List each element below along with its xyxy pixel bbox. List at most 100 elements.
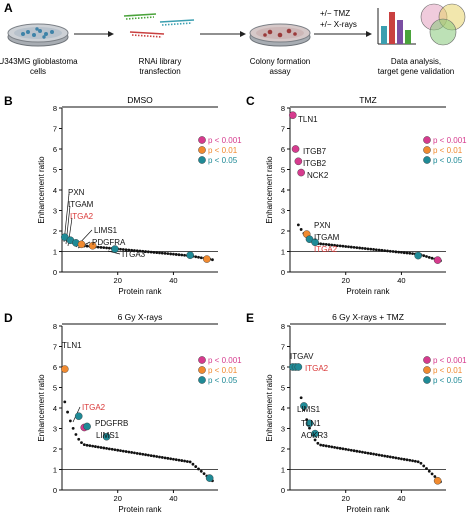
data-point (413, 459, 417, 463)
y-tick-label: 1 (281, 247, 285, 256)
data-point (394, 456, 398, 460)
data-point (180, 253, 184, 257)
data-point (141, 452, 145, 456)
y-tick-label: 0 (53, 268, 57, 277)
panel-e-xrays-tmz: E 6 Gy X-rays + TMZ 0 1 2 3 4 5 6 7 8 20 40 Protein r… (246, 311, 467, 514)
data-point (199, 469, 203, 473)
legend-label: p < 0.01 (433, 146, 463, 155)
significant-point (300, 402, 308, 410)
legend-marker (423, 156, 431, 164)
data-point (338, 244, 342, 248)
data-point (146, 453, 150, 457)
data-point (425, 467, 428, 470)
data-point (82, 443, 86, 446)
data-point (374, 248, 378, 252)
data-point (194, 255, 198, 259)
arrow-2-head-icon (240, 31, 246, 37)
data-point (169, 252, 173, 256)
legend-marker (423, 146, 431, 154)
step-label-analysis: Data analysis, (391, 57, 441, 66)
data-point (149, 250, 153, 254)
y-tick-label: 2 (281, 227, 285, 236)
data-point (71, 426, 75, 430)
data-point (174, 458, 178, 462)
y-tick-label: 7 (53, 342, 57, 351)
data-point (397, 250, 401, 254)
y-tick-label: 1 (53, 247, 57, 256)
data-point (391, 250, 395, 253)
data-point (77, 437, 81, 441)
step-label-cells-2: cells (30, 67, 46, 76)
data-point (377, 453, 381, 457)
step-label-colony-2: assay (270, 67, 291, 76)
gene-label: ITGAM (68, 200, 94, 209)
gene-label: NCK2 (307, 171, 329, 180)
x-tick-label: 40 (169, 494, 177, 503)
legend-marker (423, 376, 431, 384)
data-point (386, 455, 389, 458)
x-tick-label: 40 (397, 494, 405, 503)
data-point (96, 245, 100, 249)
y-tick-label: 8 (53, 322, 57, 331)
data-point (400, 457, 403, 461)
data-point (172, 252, 175, 256)
data-point (347, 448, 350, 452)
y-tick-label: 7 (281, 124, 285, 133)
data-point (155, 251, 159, 255)
data-point (299, 396, 303, 400)
gene-label: ITGAV (290, 352, 314, 361)
step-label-rnai-2: transfection (139, 67, 180, 76)
data-point (124, 248, 128, 252)
data-point (85, 244, 89, 248)
y-tick-label: 7 (53, 124, 57, 133)
significant-point (77, 240, 86, 249)
data-point (199, 256, 203, 260)
panel-a-letter: A (4, 1, 13, 15)
data-point (202, 472, 206, 476)
data-point (313, 438, 317, 442)
x-axis-label: Protein rank (118, 287, 162, 296)
data-point (308, 426, 311, 430)
data-point (110, 447, 114, 451)
data-point (411, 459, 414, 463)
legend-label: p < 0.001 (433, 356, 467, 365)
data-point (144, 453, 147, 457)
data-point (344, 447, 348, 451)
y-axis-label: Enhancement ratio (37, 374, 46, 442)
data-point (319, 443, 323, 447)
data-point (107, 447, 111, 451)
data-point (363, 247, 367, 250)
data-point (130, 248, 134, 252)
y-tick-label: 6 (281, 363, 285, 372)
y-tick-label: 0 (281, 268, 285, 277)
data-point (127, 450, 131, 454)
data-point (341, 447, 345, 451)
data-point (177, 458, 181, 462)
data-point (99, 245, 103, 249)
step-label-rnai: RNAi library (139, 57, 182, 66)
data-point (130, 451, 134, 454)
data-point (347, 245, 350, 249)
gene-label: ITGA2 (314, 245, 338, 254)
data-point (419, 461, 423, 465)
data-point (146, 250, 150, 254)
data-point (324, 243, 328, 246)
data-point (388, 455, 392, 459)
gene-label: ITGAM (314, 233, 340, 242)
gene-label: PXN (68, 188, 85, 197)
y-tick-label: 5 (53, 165, 57, 174)
data-point (400, 251, 403, 254)
data-point (135, 451, 139, 455)
x-tick-label: 40 (397, 276, 405, 285)
legend-label: p < 0.01 (208, 366, 238, 375)
data-point (163, 456, 167, 460)
data-point (138, 249, 142, 253)
gene-label: TLN1 (62, 341, 82, 350)
data-point (383, 454, 387, 458)
legend-marker (198, 156, 206, 164)
petri-dish-icon-colonies (249, 23, 311, 47)
data-point (402, 251, 406, 255)
x-tick-label: 40 (169, 276, 177, 285)
data-point (119, 449, 122, 453)
data-point (422, 464, 426, 468)
